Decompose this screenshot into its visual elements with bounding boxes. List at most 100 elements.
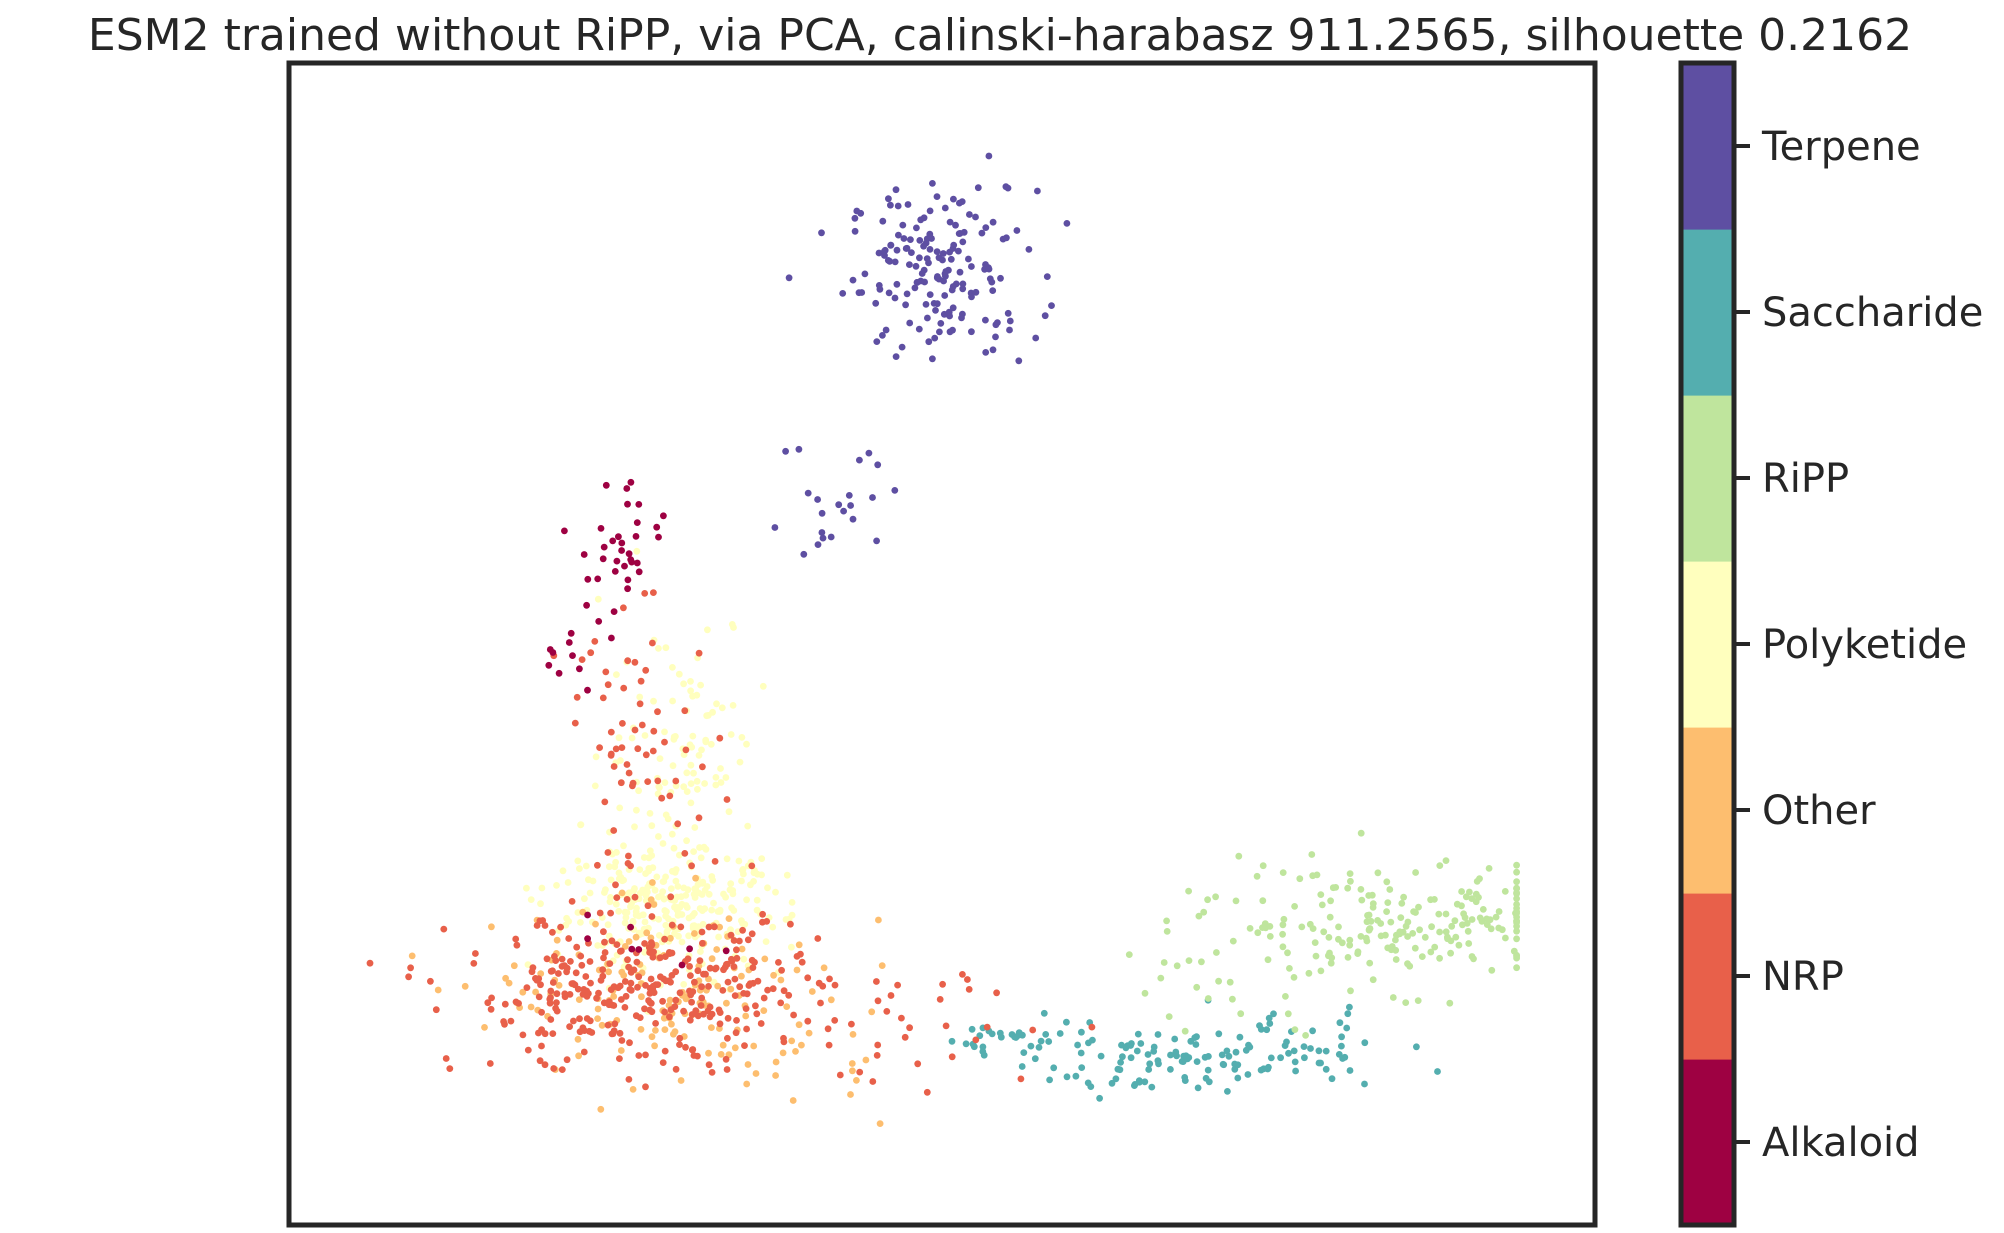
scatter-point bbox=[631, 893, 639, 901]
scatter-point bbox=[939, 250, 947, 257]
scatter-point bbox=[561, 962, 568, 970]
scatter-point bbox=[574, 909, 582, 916]
scatter-point bbox=[1088, 1023, 1096, 1031]
scatter-point bbox=[788, 943, 795, 951]
scatter-point bbox=[716, 1009, 724, 1016]
scatter-point bbox=[817, 999, 824, 1007]
scatter-point bbox=[1436, 928, 1443, 936]
scatter-point bbox=[1229, 937, 1237, 945]
scatter-point bbox=[1194, 1084, 1202, 1092]
scatter-point bbox=[712, 781, 720, 789]
scatter-point bbox=[666, 792, 674, 800]
scatter-point bbox=[1237, 1010, 1245, 1018]
scatter-point bbox=[946, 248, 953, 256]
scatter-point bbox=[580, 1048, 588, 1056]
scatter-point bbox=[597, 525, 605, 532]
scatter-point bbox=[646, 990, 654, 997]
scatter-point bbox=[759, 910, 766, 918]
scatter-point bbox=[615, 734, 623, 742]
scatter-point bbox=[666, 996, 674, 1004]
scatter-point bbox=[625, 963, 632, 971]
scatter-point bbox=[669, 664, 676, 671]
scatter-point bbox=[965, 255, 972, 263]
scatter-point bbox=[1466, 888, 1473, 896]
scatter-point bbox=[785, 274, 793, 282]
scatter-point bbox=[691, 824, 699, 831]
scatter-point bbox=[692, 1007, 700, 1014]
scatter-point bbox=[1513, 868, 1520, 876]
scatter-point bbox=[601, 938, 608, 946]
scatter-point bbox=[959, 971, 966, 978]
scatter-point bbox=[687, 780, 695, 787]
scatter-point bbox=[577, 919, 584, 926]
scatter-point bbox=[648, 913, 656, 920]
scatter-point bbox=[689, 1046, 697, 1053]
scatter-point bbox=[740, 870, 747, 878]
scatter-point bbox=[736, 758, 744, 766]
scatter-point bbox=[1513, 927, 1520, 935]
scatter-point bbox=[1145, 1066, 1153, 1073]
scatter-point bbox=[519, 988, 527, 996]
scatter-point bbox=[1354, 948, 1362, 956]
scatter-point bbox=[795, 1021, 803, 1029]
scatter-point bbox=[570, 1017, 577, 1025]
scatter-point bbox=[1458, 888, 1465, 895]
scatter-point bbox=[1476, 914, 1484, 922]
scatter-point bbox=[604, 681, 612, 689]
scatter-point bbox=[1389, 994, 1397, 1001]
scatter-point bbox=[613, 894, 621, 901]
scatter-point bbox=[750, 1042, 758, 1050]
scatter-point bbox=[727, 931, 735, 939]
scatter-point bbox=[697, 1002, 705, 1009]
scatter-point bbox=[713, 946, 721, 953]
scatter-point bbox=[1463, 919, 1471, 927]
scatter-point bbox=[580, 551, 588, 558]
scatter-point bbox=[1037, 1037, 1045, 1045]
scatter-point bbox=[661, 728, 668, 736]
scatter-point bbox=[1513, 861, 1520, 869]
scatter-point bbox=[720, 890, 727, 898]
scatter-point bbox=[1384, 899, 1392, 906]
colorbar: Alkaloid NRP Other Polyketide RiPP Saccharide… bbox=[1678, 60, 1983, 1228]
scatter-point bbox=[1131, 1082, 1138, 1089]
scatter-point bbox=[1357, 829, 1365, 837]
scatter-point bbox=[571, 719, 579, 727]
scatter-point bbox=[620, 842, 627, 850]
scatter-point bbox=[1335, 923, 1342, 931]
scatter-point bbox=[903, 290, 911, 298]
scatter-point bbox=[533, 976, 541, 984]
scatter-point bbox=[662, 873, 669, 881]
scatter-point bbox=[1488, 966, 1496, 974]
scatter-point bbox=[898, 343, 906, 351]
scatter-point bbox=[835, 501, 843, 509]
scatter-point bbox=[862, 1056, 870, 1064]
scatter-point bbox=[752, 1070, 760, 1077]
scatter-point bbox=[1404, 960, 1411, 968]
scatter-point bbox=[718, 704, 726, 712]
scatter-point bbox=[924, 314, 931, 322]
scatter-point bbox=[693, 691, 701, 699]
scatter-point bbox=[1291, 1058, 1299, 1066]
scatter-point bbox=[925, 338, 933, 346]
scatter-point bbox=[716, 923, 723, 931]
scatter-point bbox=[1317, 1059, 1324, 1067]
scatter-point bbox=[700, 1010, 707, 1018]
scatter-point bbox=[1365, 911, 1373, 919]
scatter-point bbox=[885, 195, 892, 203]
colorbar-segment-saccharide bbox=[1681, 229, 1734, 396]
scatter-point bbox=[672, 877, 680, 885]
scatter-point bbox=[678, 961, 686, 969]
scatter-point bbox=[597, 977, 605, 984]
scatter-point bbox=[668, 1020, 675, 1028]
scatter-point bbox=[788, 911, 796, 919]
scatter-point bbox=[1163, 917, 1170, 925]
scatter-point bbox=[929, 355, 936, 363]
scatter-point bbox=[853, 1077, 860, 1084]
scatter-point bbox=[1279, 943, 1287, 951]
scatter-point bbox=[1374, 869, 1382, 877]
scatter-point bbox=[617, 1047, 625, 1054]
scatter-point bbox=[578, 656, 586, 663]
scatter-point bbox=[557, 923, 564, 931]
scatter-point bbox=[574, 857, 582, 865]
scatter-point bbox=[523, 884, 530, 892]
